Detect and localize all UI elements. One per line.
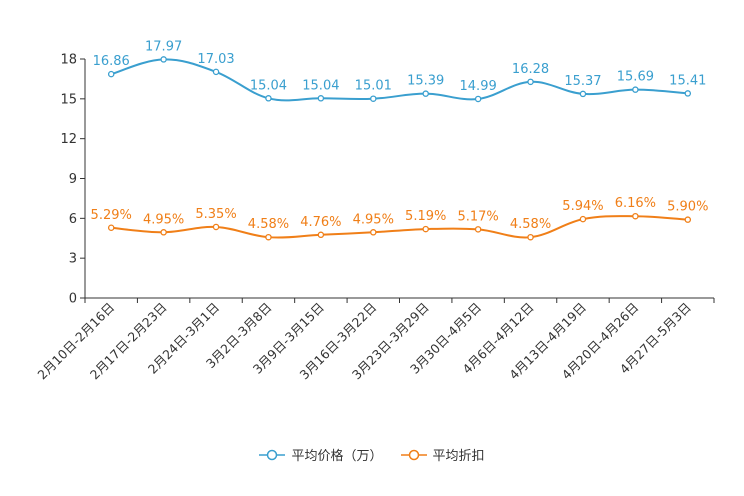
legend-item-discount[interactable]: 平均折扣 [400,445,485,464]
legend-line-circle-icon [259,449,286,460]
series-line-discount [111,215,688,239]
data-point [317,95,325,102]
data-point [370,95,377,102]
y-tick-label: 0 [69,292,77,307]
data-point [265,233,272,241]
data-label: 6.16% [615,196,656,211]
line-chart: 03691215182月10日-2月16日2月17日-2月23日2月24日-3月… [34,39,715,382]
data-label: 5.19% [405,209,446,224]
y-tick-label: 18 [60,53,77,68]
data-label: 5.29% [91,208,132,223]
data-point [527,233,534,241]
legend: 平均价格（万） 平均折扣 [0,445,744,464]
data-point [212,223,220,231]
data-label: 15.69 [617,70,654,85]
data-label: 15.04 [250,78,287,93]
data-point [317,231,325,239]
data-point [684,90,692,97]
legend-item-price[interactable]: 平均价格（万） [259,445,383,464]
data-label: 14.99 [460,79,497,94]
data-point [684,216,692,223]
data-point [370,229,377,236]
legend-label-price: 平均价格（万） [291,449,383,464]
data-point [632,212,639,220]
data-point [107,70,115,78]
data-label: 15.04 [302,78,339,93]
data-label: 17.03 [197,52,234,67]
data-label: 5.35% [195,207,236,222]
y-tick-label: 12 [60,132,77,147]
data-label: 4.58% [510,217,551,232]
data-label: 4.76% [300,215,341,230]
data-point [212,68,220,76]
data-point [422,225,429,233]
data-label: 5.17% [457,209,498,224]
data-point [474,95,482,103]
data-point [160,229,167,236]
data-label: 15.39 [407,74,444,89]
data-point [632,86,639,93]
y-tick-label: 6 [69,212,77,227]
data-label: 4.95% [143,212,184,227]
data-label: 5.94% [562,199,603,214]
data-point [160,56,167,63]
y-tick-label: 3 [69,252,77,267]
data-label: 15.37 [564,74,601,89]
data-point [265,95,272,102]
data-point [579,90,587,98]
y-tick-label: 9 [69,172,77,187]
data-label: 16.86 [93,54,130,69]
data-label: 4.95% [353,212,394,227]
data-label: 15.41 [669,73,706,88]
y-tick-label: 15 [60,92,77,107]
data-label: 5.90% [667,200,708,215]
data-label: 17.97 [145,39,182,54]
data-point [474,226,482,233]
legend-label-discount: 平均折扣 [432,449,485,464]
data-label: 15.01 [355,79,392,94]
legend-line-circle-icon [400,449,427,460]
data-point [107,224,115,232]
data-label: 16.28 [512,62,549,77]
data-point [527,78,534,86]
data-point [422,90,429,97]
data-label: 4.58% [248,217,289,232]
series-line-price [110,58,688,102]
data-point [579,215,587,223]
